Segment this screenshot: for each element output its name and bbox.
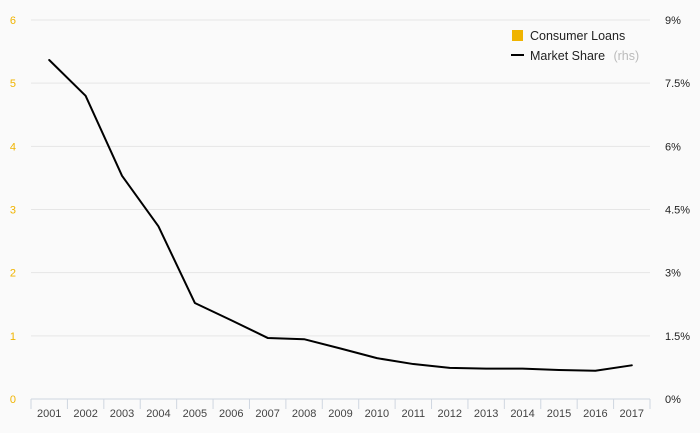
x-tick-label: 2006 — [219, 408, 243, 420]
x-tick-label: 2003 — [110, 408, 134, 420]
y-left-tick-label: 2 — [10, 268, 16, 280]
y-right-tick-label: 9% — [665, 15, 681, 27]
x-tick-label: 2007 — [255, 408, 279, 420]
y-right-tick-label: 1.5% — [665, 331, 690, 343]
x-tick-label: 2017 — [620, 408, 644, 420]
axes: 0 0% 1 1.5% 2 3% 3 4.5% 4 6% 5 7.5% 6 9% 2001 2002 2003 2… — [10, 15, 690, 420]
y-right-tick-label: 3% — [665, 268, 681, 280]
x-tick-label: 2008 — [292, 408, 316, 420]
x-tick-label: 2014 — [510, 408, 534, 420]
x-tick-label: 2009 — [328, 408, 352, 420]
x-tick-label: 2011 — [401, 408, 425, 420]
x-tick-label: 2001 — [37, 408, 61, 420]
x-tick-label: 2010 — [365, 408, 389, 420]
y-right-tick-label: 0% — [665, 394, 681, 406]
x-tick-label: 2015 — [547, 408, 571, 420]
y-right-tick-label: 7.5% — [665, 78, 690, 90]
x-tick-label: 2002 — [73, 408, 97, 420]
y-left-tick-label: 6 — [10, 15, 16, 27]
y-left-tick-label: 5 — [10, 78, 16, 90]
x-tick-label: 2005 — [183, 408, 207, 420]
x-tick-label: 2016 — [583, 408, 607, 420]
x-tick-label: 2012 — [437, 408, 461, 420]
gridlines — [31, 19, 650, 337]
x-tick-label: 2013 — [474, 408, 498, 420]
y-right-tick-label: 6% — [665, 141, 681, 153]
legend: Consumer Loans Market Share (rhs) — [511, 29, 639, 64]
y-left-tick-label: 1 — [10, 331, 16, 343]
y-left-tick-label: 3 — [10, 205, 16, 217]
legend-label-market-share: Market Share (rhs) — [530, 47, 639, 64]
legend-swatch-consumer-loans — [512, 30, 523, 41]
x-tick-label: 2004 — [146, 408, 170, 420]
series-area — [48, 59, 633, 372]
y-left-tick-label: 4 — [10, 141, 16, 153]
y-right-tick-label: 4.5% — [665, 205, 690, 217]
legend-label-market-share-name: Market Share — [530, 49, 605, 63]
y-left-tick-label: 0 — [10, 394, 16, 406]
series-line-market-share — [48, 59, 633, 372]
legend-label-market-share-suffix: (rhs) — [613, 49, 639, 63]
legend-label-consumer-loans: Consumer Loans — [530, 29, 625, 43]
